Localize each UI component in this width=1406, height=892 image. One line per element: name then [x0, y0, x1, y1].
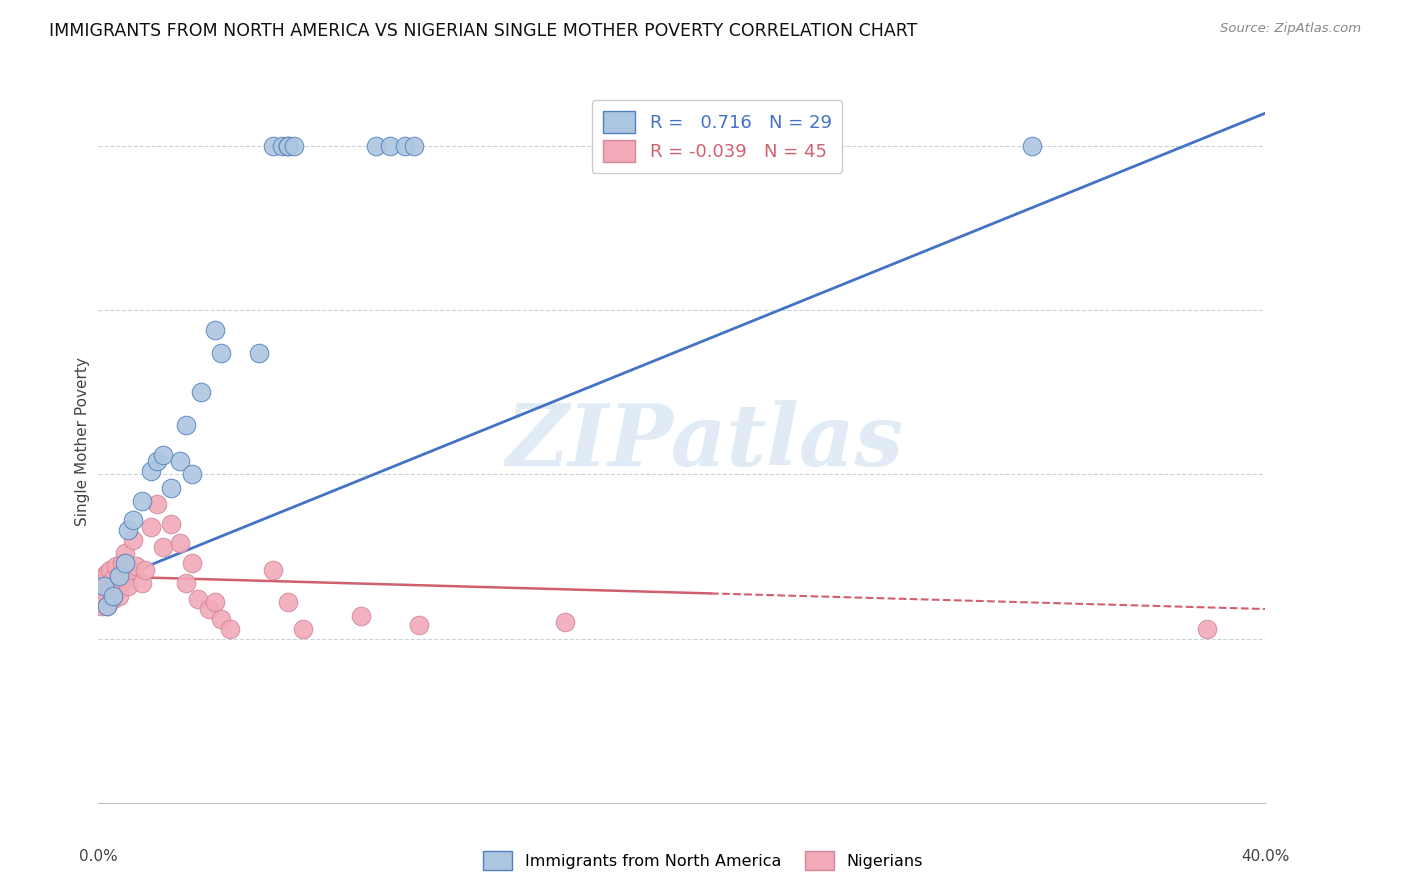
Point [117, 579, 139, 593]
Point [160, 481, 183, 495]
Point [408, 618, 430, 632]
Point [204, 323, 226, 337]
Point [93, 579, 115, 593]
Point [111, 556, 134, 570]
Point [96, 599, 118, 613]
Point [93, 589, 115, 603]
Point [1195, 622, 1218, 636]
Point [283, 139, 305, 153]
Point [90, 585, 112, 599]
Point [169, 536, 191, 550]
Point [96, 579, 118, 593]
Point [146, 454, 169, 468]
Point [108, 589, 131, 603]
Point [209, 612, 232, 626]
Point [277, 595, 299, 609]
Point [108, 569, 131, 583]
Point [277, 139, 299, 153]
Point [93, 569, 115, 583]
Point [104, 559, 127, 574]
Y-axis label: Single Mother Poverty: Single Mother Poverty [75, 357, 90, 526]
Point [101, 589, 124, 603]
Point [394, 139, 416, 153]
Point [98, 582, 121, 597]
Point [101, 592, 124, 607]
Point [364, 139, 387, 153]
Text: 0.0%: 0.0% [79, 849, 118, 863]
Point [554, 615, 576, 630]
Point [90, 575, 112, 590]
Legend: Immigrants from North America, Nigerians: Immigrants from North America, Nigerians [477, 845, 929, 877]
Point [96, 566, 118, 580]
Text: Source: ZipAtlas.com: Source: ZipAtlas.com [1220, 22, 1361, 36]
Point [122, 533, 145, 547]
Text: 40.0%: 40.0% [1241, 849, 1289, 863]
Point [114, 546, 136, 560]
Point [402, 139, 425, 153]
Point [1021, 139, 1043, 153]
Text: ZIPatlas: ZIPatlas [506, 400, 904, 483]
Point [169, 454, 191, 468]
Point [114, 556, 136, 570]
Point [96, 599, 118, 613]
Point [180, 556, 202, 570]
Point [111, 575, 134, 590]
Point [198, 602, 221, 616]
Point [146, 497, 169, 511]
Point [117, 566, 139, 580]
Point [271, 139, 294, 153]
Point [209, 346, 232, 360]
Point [117, 523, 139, 537]
Point [350, 608, 373, 623]
Point [98, 563, 121, 577]
Point [262, 563, 284, 577]
Point [152, 540, 174, 554]
Legend: R =   0.716   N = 29, R = -0.039   N = 45: R = 0.716 N = 29, R = -0.039 N = 45 [592, 100, 842, 173]
Point [134, 563, 156, 577]
Point [190, 385, 212, 400]
Point [104, 579, 127, 593]
Point [152, 448, 174, 462]
Point [139, 520, 162, 534]
Point [101, 573, 124, 587]
Point [180, 467, 202, 482]
Point [139, 464, 162, 478]
Point [108, 569, 131, 583]
Point [174, 575, 197, 590]
Point [125, 559, 148, 574]
Point [174, 418, 197, 433]
Point [291, 622, 314, 636]
Point [131, 493, 153, 508]
Point [187, 592, 209, 607]
Point [120, 563, 142, 577]
Point [131, 575, 153, 590]
Point [380, 139, 402, 153]
Text: IMMIGRANTS FROM NORTH AMERICA VS NIGERIAN SINGLE MOTHER POVERTY CORRELATION CHAR: IMMIGRANTS FROM NORTH AMERICA VS NIGERIA… [49, 22, 918, 40]
Point [160, 516, 183, 531]
Point [90, 599, 112, 613]
Point [204, 595, 226, 609]
Point [218, 622, 240, 636]
Point [277, 139, 299, 153]
Point [122, 513, 145, 527]
Point [247, 346, 270, 360]
Point [262, 139, 284, 153]
